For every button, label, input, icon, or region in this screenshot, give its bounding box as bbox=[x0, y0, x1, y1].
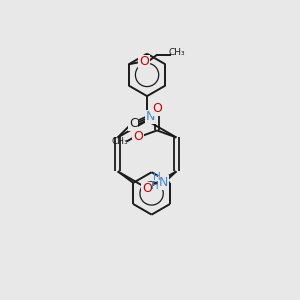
Text: N: N bbox=[159, 176, 169, 189]
Text: H: H bbox=[152, 181, 159, 191]
Text: C: C bbox=[129, 117, 137, 130]
Text: CH₃: CH₃ bbox=[112, 137, 128, 146]
Text: O: O bbox=[152, 102, 162, 116]
Text: O: O bbox=[133, 130, 143, 143]
Text: O: O bbox=[139, 56, 149, 68]
Text: O: O bbox=[142, 182, 152, 195]
Text: CH₃: CH₃ bbox=[169, 48, 185, 57]
Text: H: H bbox=[153, 172, 161, 182]
Text: N: N bbox=[146, 110, 155, 123]
